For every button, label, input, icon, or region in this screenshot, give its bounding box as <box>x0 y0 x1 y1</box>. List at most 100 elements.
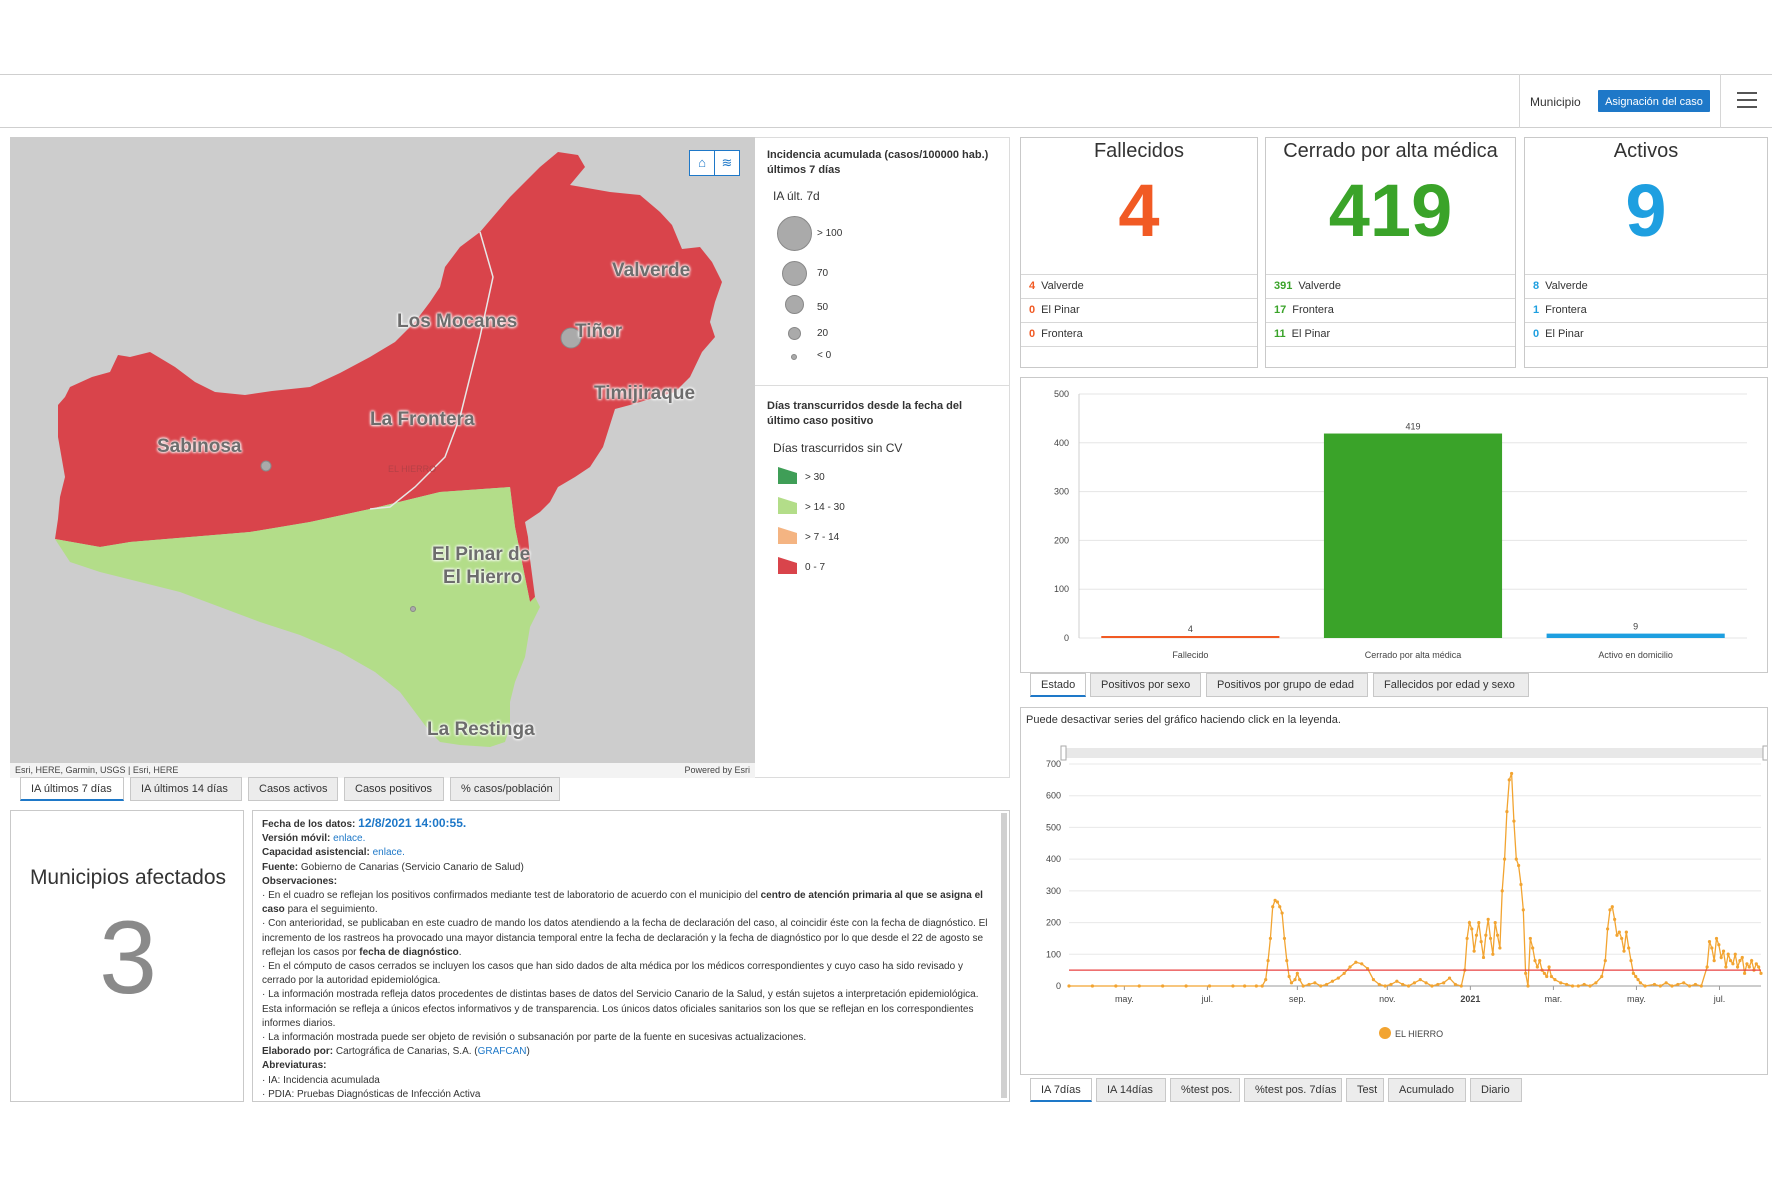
series-point <box>1545 974 1549 979</box>
legend-marker-el-hierro <box>1379 1027 1391 1039</box>
capacidad-label: Capacidad asistencial: <box>262 847 370 859</box>
tab-ia-14[interactable]: IA últimos 14 días <box>130 777 242 801</box>
legend-circle-label: 70 <box>817 268 829 279</box>
series-point <box>1717 943 1721 947</box>
series-point <box>1512 819 1516 823</box>
series-point <box>1610 905 1614 909</box>
legend-label-el-hierro: EL HIERRO <box>1395 1029 1443 1039</box>
legend-circle-label: < 0 <box>817 350 832 361</box>
indicator-row: 1 Frontera <box>1525 298 1767 322</box>
tab-acumulado[interactable]: Acumulado <box>1388 1078 1466 1102</box>
series-point <box>1330 979 1335 983</box>
tab-ia-7[interactable]: IA últimos 7 días <box>20 777 124 801</box>
series-point <box>1565 982 1569 987</box>
series-point <box>1750 959 1754 963</box>
series-point <box>1254 984 1258 988</box>
line-chart-tabs: IA 7días IA 14días %test pos. %test pos.… <box>1030 1078 1550 1104</box>
tab-fallecidos-edad-sexo[interactable]: Fallecidos por edad y sexo <box>1373 673 1529 697</box>
series-point <box>1295 971 1299 975</box>
series-point <box>1273 898 1277 902</box>
line-chart[interactable]: 0 100 200 300 400 500 600 700 may. jul. sep. nov. 20… <box>1021 708 1767 1074</box>
series-point <box>1549 974 1554 979</box>
movil-link[interactable]: enlace. <box>333 833 366 845</box>
legend-swatch-label: > 14 - 30 <box>805 502 845 513</box>
x-tick-label: jul. <box>1201 994 1214 1004</box>
grafcan-link[interactable]: GRAFCAN <box>477 1046 527 1058</box>
abrev-label: Abreviaturas: <box>262 1060 327 1072</box>
series-point <box>1719 955 1723 960</box>
series-point <box>1453 982 1457 987</box>
tab-test[interactable]: Test <box>1346 1078 1384 1102</box>
tab-estado[interactable]: Estado <box>1030 673 1086 697</box>
series-point <box>1474 933 1479 937</box>
series-point <box>1519 882 1523 887</box>
tab-ia-14dias[interactable]: IA 14días <box>1096 1078 1166 1102</box>
ia-circle-tinor[interactable] <box>560 327 582 349</box>
fuente-value: Gobierno de Canarias (Servicio Canario d… <box>300 861 524 873</box>
legend-title-dias: Días transcurridos desde la fecha del úl… <box>767 400 963 427</box>
series-point <box>1319 984 1323 988</box>
municipios-value: 3 <box>99 900 157 1016</box>
ia-circle-sabinosa[interactable] <box>260 460 272 472</box>
tab-test-pos[interactable]: %test pos. <box>1170 1078 1240 1102</box>
series-point <box>1533 959 1537 963</box>
ia-circle-el-pinar[interactable] <box>410 606 416 612</box>
legend-swatches <box>778 467 797 574</box>
capacidad-link[interactable]: enlace. <box>372 847 405 859</box>
series-point <box>1664 981 1668 985</box>
series-point <box>1521 908 1525 912</box>
series-point <box>1377 982 1381 987</box>
x-tick-label: nov. <box>1379 994 1395 1004</box>
range-slider <box>1064 748 1766 758</box>
indicator-row: 391 Valverde <box>1266 274 1515 298</box>
series-point <box>1705 965 1709 969</box>
series-point <box>1282 936 1287 941</box>
bar-chart[interactable]: 0 100 200 300 400 500 4 Fallecido 419 Cerrado por… <box>1021 378 1767 672</box>
series-point <box>1313 981 1317 985</box>
hamburger-menu-icon[interactable] <box>1737 92 1757 108</box>
series-point <box>1285 959 1289 963</box>
layers-icon[interactable]: ≋ <box>714 150 740 176</box>
swatch-14-30 <box>778 497 797 514</box>
tab-positivos-sexo[interactable]: Positivos por sexo <box>1090 673 1201 697</box>
series-point <box>1553 978 1557 982</box>
y-tick-label: 500 <box>1046 822 1061 832</box>
series-point <box>1731 962 1735 966</box>
info-scrollbar[interactable] <box>1001 813 1007 1098</box>
municipio-selector-label[interactable]: Municipio <box>1530 95 1581 109</box>
x-tick-label: Activo en domicilio <box>1598 650 1673 660</box>
series-point <box>1707 940 1712 944</box>
series-point <box>1498 946 1502 950</box>
legend-swatch-label: 0 - 7 <box>805 562 826 573</box>
tab-positivos-edad[interactable]: Positivos por grupo de edad <box>1206 673 1368 697</box>
region-valverde-frontera[interactable] <box>55 152 722 602</box>
series-point <box>1488 936 1493 941</box>
header-divider <box>1519 74 1520 128</box>
series-point <box>1447 976 1452 980</box>
obs-paragraph: · La información mostrada puede ser obje… <box>262 1032 807 1044</box>
series-point <box>1710 946 1714 950</box>
series-point <box>1436 982 1440 987</box>
indicator-value: 4 <box>1118 169 1160 252</box>
asignacion-caso-button[interactable]: Asignación del caso <box>1598 90 1710 112</box>
region-el-pinar[interactable] <box>55 487 540 747</box>
series-point <box>1712 959 1716 963</box>
tab-casos-poblacion[interactable]: % casos/población <box>450 777 560 801</box>
powered-by-esri[interactable]: Powered by Esri <box>684 765 750 775</box>
series-point <box>1528 936 1532 941</box>
x-tick-label: jul. <box>1713 994 1726 1004</box>
legend-circle-label: 50 <box>817 302 829 313</box>
obs-paragraph: · En el cuadro se reflejan los positivos… <box>262 890 983 916</box>
indicator-row: 0 El Pinar <box>1525 322 1767 347</box>
home-icon[interactable]: ⌂ <box>689 150 715 176</box>
island-map[interactable]: Valverde Los Mocanes Tiñor Timijiraque L… <box>10 137 755 778</box>
tab-ia-7dias[interactable]: IA 7días <box>1030 1078 1092 1102</box>
tab-casos-positivos[interactable]: Casos positivos <box>344 777 444 801</box>
tab-casos-activos[interactable]: Casos activos <box>248 777 338 801</box>
tab-diario[interactable]: Diario <box>1470 1078 1522 1102</box>
legend-circle-label: > 100 <box>817 228 843 239</box>
series-point <box>1613 917 1617 921</box>
series-point <box>1342 971 1346 975</box>
tab-test-pos-7dias[interactable]: %test pos. 7días <box>1244 1078 1342 1102</box>
range-handle-left <box>1060 745 1067 761</box>
